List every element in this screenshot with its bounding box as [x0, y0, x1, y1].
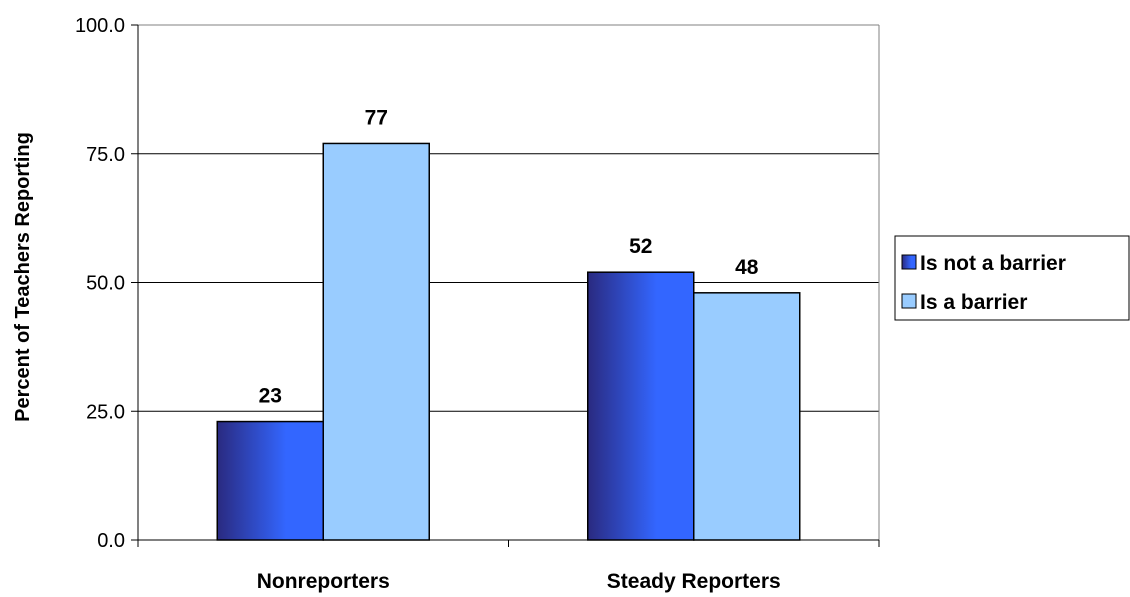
y-tick-label: 75.0: [86, 144, 125, 166]
legend-label-barrier: Is a barrier: [920, 291, 1027, 314]
data-label: 48: [735, 256, 759, 279]
legend-swatch-barrier: [901, 293, 917, 309]
y-tick-label: 0.0: [97, 530, 125, 552]
y-tick-label: 50.0: [86, 273, 125, 295]
legend-swatch-not-barrier: [901, 254, 917, 270]
bars: [216, 142, 801, 541]
data-label: 23: [259, 385, 282, 408]
y-tick-labels: 0.0 25.0 50.0 75.0 100.0: [75, 15, 125, 552]
bar: [693, 292, 801, 541]
bar: [322, 142, 430, 541]
x-category-label: Nonreporters: [257, 570, 390, 593]
y-tick-label: 25.0: [86, 401, 125, 423]
bar: [216, 420, 324, 541]
data-label: 77: [365, 106, 388, 129]
axes: [131, 24, 880, 547]
y-tick-label: 100.0: [75, 15, 125, 37]
bar: [587, 271, 695, 541]
data-labels: 23 77 52 48: [259, 106, 759, 407]
x-category-labels: Nonreporters Steady Reporters: [257, 570, 781, 593]
x-category-label: Steady Reporters: [607, 570, 781, 593]
legend: Is not a barrier Is a barrier: [894, 235, 1130, 321]
legend-label-not-barrier: Is not a barrier: [920, 252, 1066, 275]
y-axis-label: Percent of Teachers Reporting: [12, 132, 34, 422]
data-label: 52: [629, 235, 652, 258]
